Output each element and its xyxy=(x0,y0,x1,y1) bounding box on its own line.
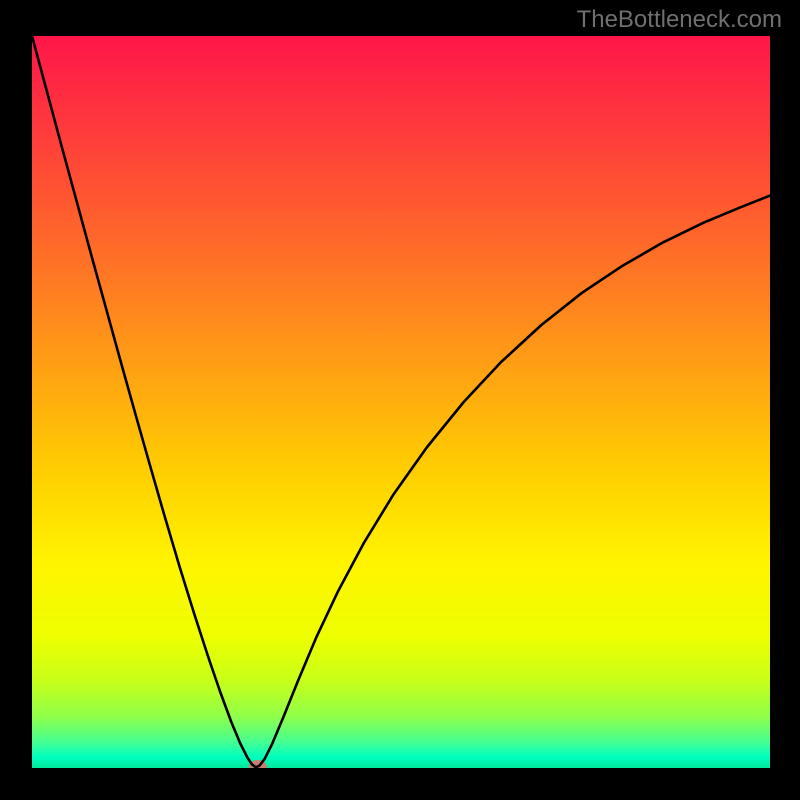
chart-svg xyxy=(0,0,800,800)
plot-background-gradient xyxy=(32,36,770,768)
watermark-text: TheBottleneck.com xyxy=(577,6,782,34)
chart-stage: TheBottleneck.com xyxy=(0,0,800,800)
